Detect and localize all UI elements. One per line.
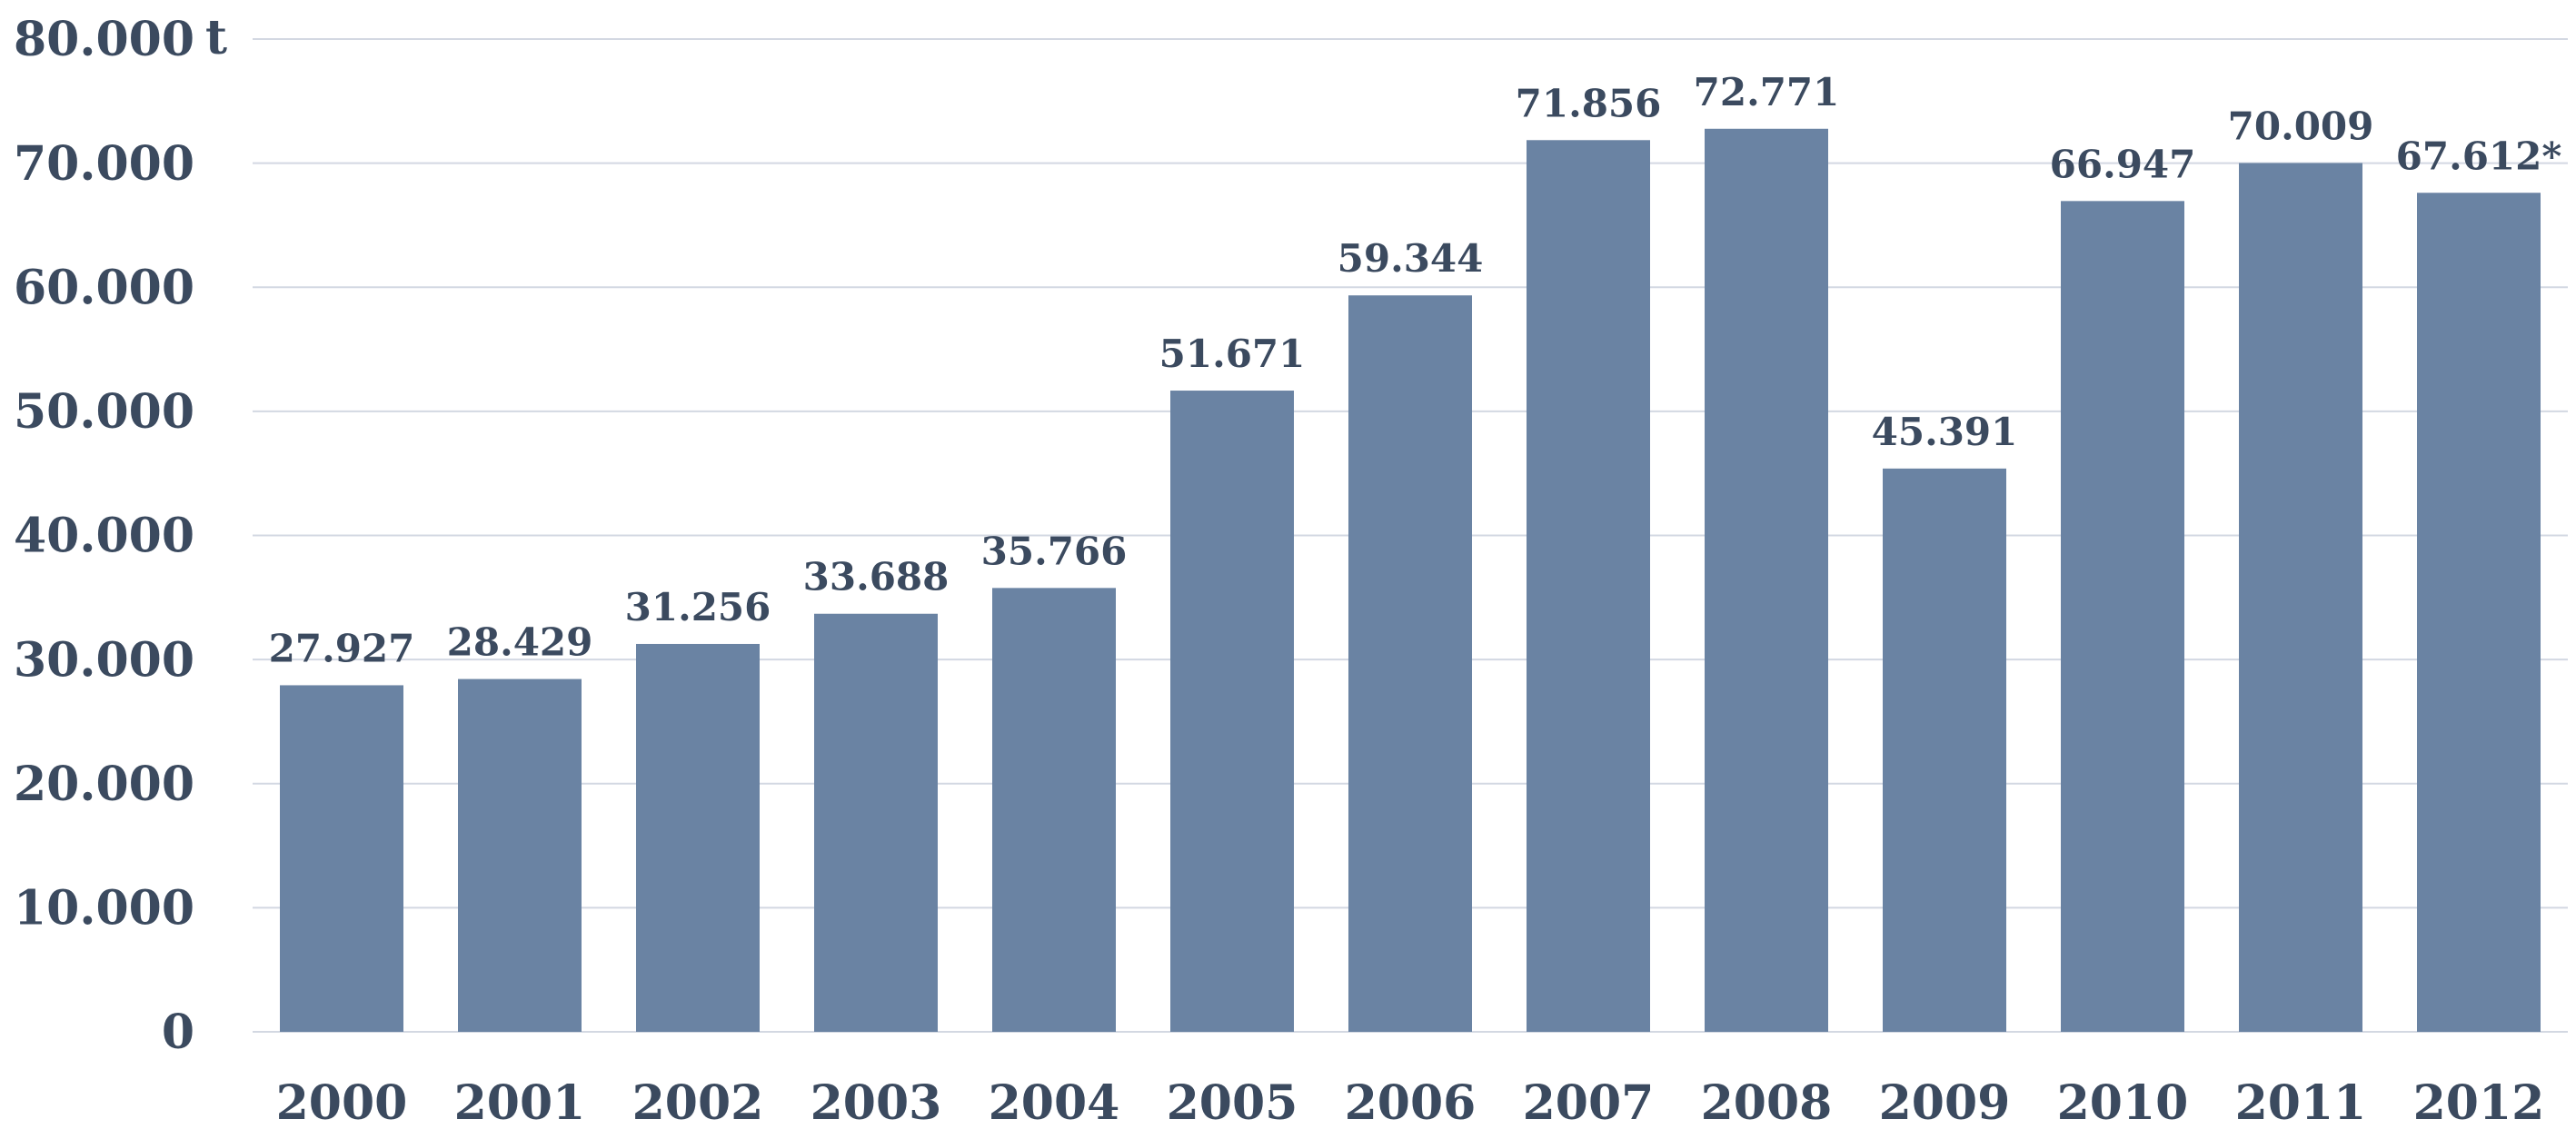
y-tick-label: 70.000 (14, 136, 194, 192)
x-tick-label: 2000 (276, 1075, 408, 1131)
value-label: 72.771 (1694, 70, 1840, 114)
bar (814, 613, 938, 1032)
y-tick-label: 30.000 (14, 632, 194, 688)
value-label: 51.671 (1159, 332, 1306, 376)
y-tick-label: 80.000 (14, 12, 194, 67)
x-tick-label: 2011 (2235, 1075, 2367, 1131)
x-tick-label: 2012 (2413, 1075, 2545, 1131)
bar (280, 685, 403, 1032)
x-tick-label: 2001 (454, 1075, 586, 1131)
bar (636, 643, 760, 1032)
value-label: 45.391 (1872, 410, 2018, 454)
bar (2239, 163, 2362, 1032)
y-tick-label: 0 (162, 1005, 194, 1060)
value-label: 27.927 (269, 626, 415, 670)
value-label: 66.947 (2050, 142, 2196, 186)
x-tick-label: 2005 (1167, 1075, 1298, 1131)
value-label: 67.612* (2396, 134, 2562, 178)
value-label: 31.256 (625, 585, 771, 629)
bars (280, 128, 2541, 1033)
y-axis-unit-label: t (205, 10, 227, 65)
y-tick-label: 50.000 (14, 384, 194, 440)
x-tick-label: 2006 (1345, 1075, 1477, 1131)
bar (1527, 140, 1650, 1032)
value-label: 71.856 (1516, 81, 1662, 125)
value-label: 33.688 (803, 555, 950, 599)
bar (992, 588, 1116, 1032)
x-tick-label: 2009 (1879, 1075, 2011, 1131)
x-axis-ticks: 2000 2001 2002 2003 2004 2005 2006 2007 2008 2009… (276, 1075, 2545, 1131)
bar (1883, 468, 2006, 1032)
x-tick-label: 2008 (1701, 1075, 1833, 1131)
y-tick-label: 60.000 (14, 260, 194, 315)
y-tick-label: 40.000 (14, 509, 194, 564)
bar (2061, 201, 2184, 1032)
value-label: 70.009 (2228, 104, 2374, 149)
value-labels: 27.927 28.429 31.256 33.688 35.766 51.671 59.3… (269, 70, 2562, 671)
x-tick-label: 2002 (632, 1075, 764, 1131)
bar (2417, 193, 2541, 1033)
x-tick-label: 2007 (1523, 1075, 1655, 1131)
bar (1705, 128, 1828, 1032)
x-tick-label: 2010 (2057, 1075, 2189, 1131)
value-label: 59.344 (1338, 236, 1484, 281)
bar (458, 678, 582, 1032)
y-tick-label: 10.000 (14, 881, 194, 936)
value-label: 35.766 (981, 529, 1128, 573)
bar (1348, 295, 1472, 1032)
x-tick-label: 2004 (989, 1075, 1120, 1131)
y-tick-label: 20.000 (14, 757, 194, 812)
value-label: 28.429 (447, 620, 593, 665)
bar (1170, 391, 1294, 1033)
y-axis-ticks: 0 10.000 20.000 30.000 40.000 50.000 60.000 70.… (14, 12, 194, 1060)
x-tick-label: 2003 (811, 1075, 942, 1131)
